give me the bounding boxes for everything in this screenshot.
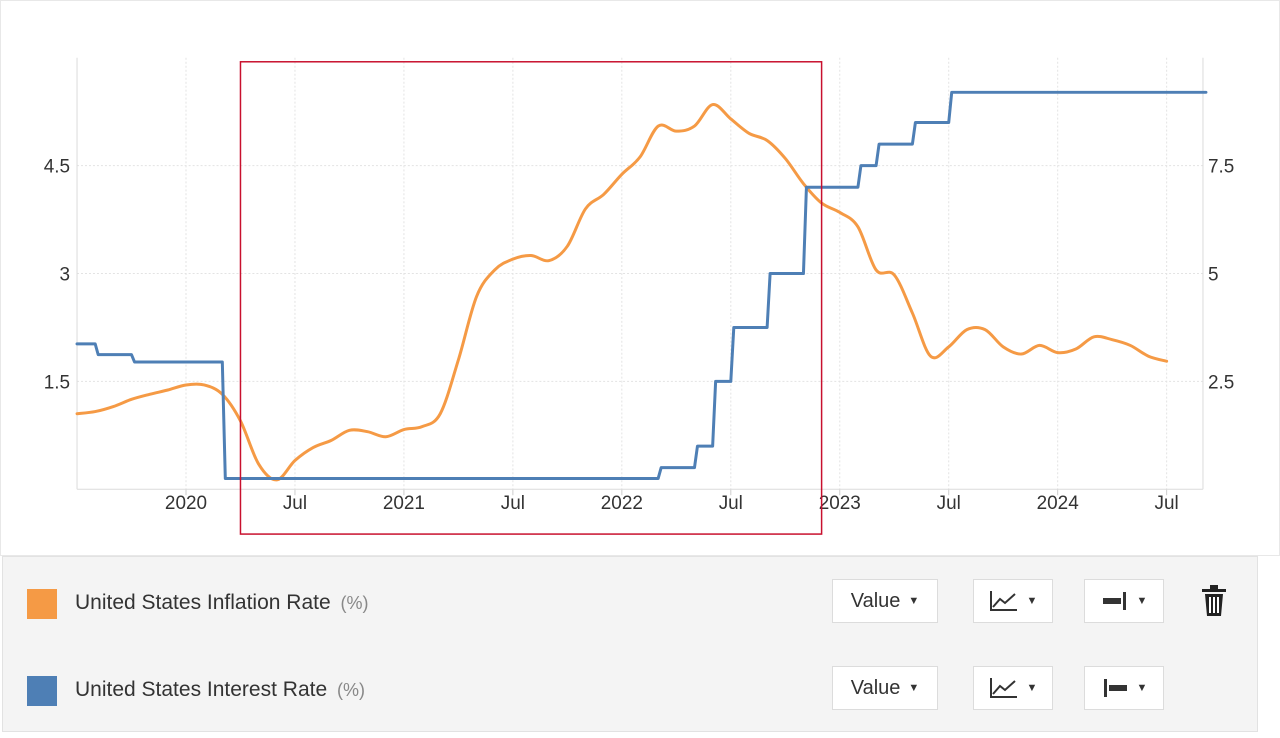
trash-icon[interactable] [1199,583,1229,619]
x-tick-label: Jul [1155,493,1179,514]
right-y-tick-label: 5 [1208,264,1219,285]
axis-dropdown[interactable]: ▼ [1084,666,1164,710]
right-y-tick-label: 2.5 [1208,372,1234,393]
legend-swatch-inflation [27,589,57,619]
legend-swatch-interest [27,676,57,706]
x-tick-label: 2021 [383,493,425,514]
series-unit: (%) [340,593,369,613]
chart-type-dropdown[interactable]: ▼ [973,666,1053,710]
x-tick-label: 2023 [819,493,861,514]
x-tick-label: Jul [937,493,961,514]
line-chart-icon [989,678,1017,698]
left-y-tick-label: 1.5 [44,372,70,393]
caret-down-icon: ▼ [1136,682,1148,694]
legend-row-interest: United States Interest Rate (%) Value ▼ … [3,660,1257,720]
grid [77,57,1203,490]
x-tick-label: Jul [283,493,307,514]
x-tick-label: 2022 [601,493,643,514]
value-dropdown-label: Value [850,676,901,699]
axis-left-icon [1103,679,1127,697]
legend: United States Inflation Rate (%) Value ▼… [2,556,1258,732]
series-layer [75,90,1208,482]
highlight-box [239,61,823,535]
left-y-tick-label: 3 [60,264,71,285]
chart-type-dropdown[interactable]: ▼ [973,579,1053,623]
series-name: United States Interest Rate [75,678,328,701]
left-y-tick-label: 4.5 [44,157,70,178]
axis-dropdown[interactable]: ▼ [1084,579,1164,623]
caret-down-icon: ▼ [1026,595,1038,607]
series-name: United States Inflation Rate [75,591,331,614]
x-tick-label: 2020 [165,493,207,514]
value-dropdown-label: Value [850,589,901,612]
right-y-tick-label: 7.5 [1208,157,1234,178]
axes: 2020 Jul 2021 Jul 2022 Jul 2023 Jul 2024 Jul 1.5 3 4… [44,57,1234,514]
caret-down-icon: ▼ [1026,682,1038,694]
x-tick-label: 2024 [1037,493,1079,514]
x-tick-label: Jul [501,493,525,514]
caret-down-icon: ▼ [908,682,920,694]
value-dropdown[interactable]: Value ▼ [832,579,938,623]
series-line-interest [75,90,1208,480]
series-line-inflation [75,103,1169,482]
value-dropdown[interactable]: Value ▼ [832,666,938,710]
axis-right-icon [1102,592,1126,610]
legend-label-interest[interactable]: United States Interest Rate (%) [75,678,365,702]
chart: 2020 Jul 2021 Jul 2022 Jul 2023 Jul 2024 Jul 1.5 3 4… [0,0,1280,556]
x-tick-label: Jul [719,493,743,514]
line-chart-icon [989,591,1017,611]
legend-row-inflation: United States Inflation Rate (%) Value ▼… [3,573,1257,633]
series-unit: (%) [336,680,365,700]
caret-down-icon: ▼ [1136,595,1148,607]
caret-down-icon: ▼ [908,595,920,607]
legend-label-inflation[interactable]: United States Inflation Rate (%) [75,591,369,615]
highlight-layer [239,61,823,535]
